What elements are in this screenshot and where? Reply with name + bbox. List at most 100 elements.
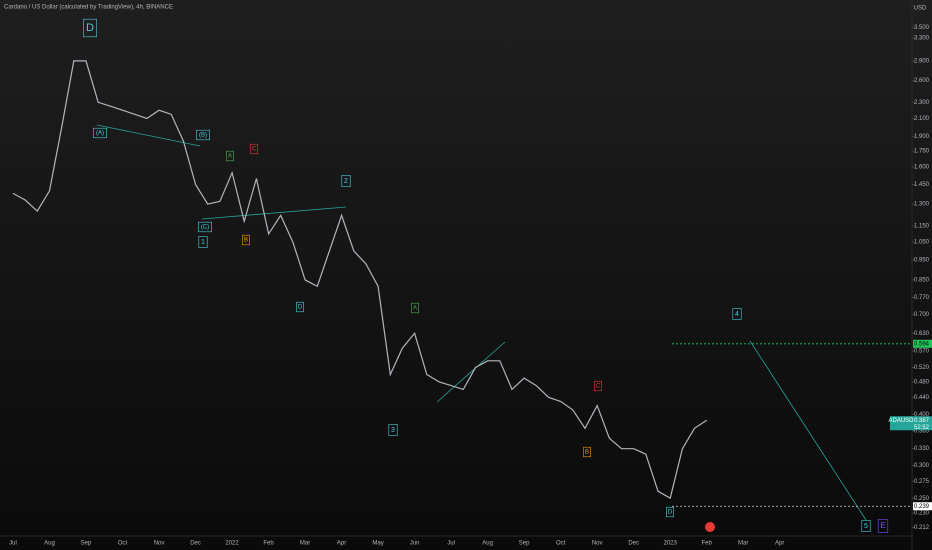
x-tick-label: Jul xyxy=(447,541,455,547)
y-tick-label: 0.570 xyxy=(914,349,930,355)
level-tag xyxy=(913,339,932,348)
y-tick-label: 0.850 xyxy=(914,277,930,283)
x-tick-label: Nov xyxy=(592,541,603,547)
wave-label-box xyxy=(93,127,107,139)
x-tick-label: 2023 xyxy=(664,541,678,547)
y-tick-label: 0.250 xyxy=(914,496,930,502)
y-tick-label: 0.212 xyxy=(914,525,930,531)
y-tick-label: 0.400 xyxy=(914,412,930,418)
wave-label: (B) xyxy=(199,133,207,139)
wave-label: (A) xyxy=(96,131,104,137)
y-tick-label: 2.100 xyxy=(914,116,930,122)
wave-label: D xyxy=(298,305,303,311)
chart-title: Cardano / US Dollar (calculated by Tradi… xyxy=(4,5,173,11)
x-tick-label: May xyxy=(372,541,383,547)
wave-label: C xyxy=(252,147,257,153)
y-tick-label: 0.770 xyxy=(914,295,930,301)
wave-label: 4 xyxy=(735,311,739,318)
x-tick-label: Nov xyxy=(154,541,165,547)
symbol-label: ADAUSD xyxy=(888,418,914,424)
wave-label: D xyxy=(86,22,94,34)
x-tick-label: Apr xyxy=(337,541,346,547)
trend-line xyxy=(436,341,506,403)
x-tick-label: Aug xyxy=(482,541,493,547)
level-label: 0.594 xyxy=(914,341,930,347)
wave-label-box xyxy=(296,301,304,313)
wave-label: (C) xyxy=(201,225,209,231)
wave-label-box xyxy=(198,236,208,248)
wave-label: B xyxy=(244,238,248,244)
wave-label-box xyxy=(594,380,602,392)
wave-label-box xyxy=(198,221,212,233)
y-tick-label: 0.480 xyxy=(914,379,930,385)
wave-label: 3 xyxy=(391,427,395,434)
wave-label-box xyxy=(250,143,258,155)
trend-line xyxy=(96,124,201,147)
x-tick-label: Feb xyxy=(702,541,713,547)
y-tick-label: 1.900 xyxy=(914,134,930,140)
price-line xyxy=(12,60,708,500)
wave-label-box xyxy=(226,150,234,162)
y-tick-label: 0.950 xyxy=(914,258,930,264)
y-tick-label: 1.150 xyxy=(914,224,930,230)
wave-label-box xyxy=(83,18,97,38)
level-tag xyxy=(913,502,932,511)
wave-label: D xyxy=(668,510,673,516)
wave-label-box xyxy=(196,129,210,141)
wave-label-box xyxy=(732,308,742,320)
y-tick-label: 1.750 xyxy=(914,149,930,155)
wave-label-box xyxy=(242,234,250,246)
level-label: 0.239 xyxy=(914,504,930,510)
x-tick-label: Dec xyxy=(628,541,639,547)
wave-label-box xyxy=(388,424,398,436)
y-tick-label: 2.300 xyxy=(914,100,930,106)
wave-label: C xyxy=(596,384,601,390)
y-tick-label: 2.900 xyxy=(914,58,930,64)
wave-label-box xyxy=(877,519,889,533)
projection-line xyxy=(749,340,867,521)
y-tick-label: 0.700 xyxy=(914,312,930,318)
y-tick-label: 1.300 xyxy=(914,202,930,208)
x-tick-label: Jul xyxy=(9,541,17,547)
wave-label: E xyxy=(880,521,885,530)
y-tick-label: 0.275 xyxy=(914,479,930,485)
wave-label: B xyxy=(585,450,589,456)
currency-label: USD xyxy=(914,6,927,12)
countdown-label: 52:52 xyxy=(914,425,930,431)
x-tick-label: Dec xyxy=(190,541,201,547)
last-price-tag xyxy=(890,416,932,431)
y-tick-label: 0.300 xyxy=(914,463,930,469)
y-tick-label: 0.365 xyxy=(914,428,930,434)
y-tick-label: 1.450 xyxy=(914,182,930,188)
wave-label-box xyxy=(583,446,591,458)
x-tick-label: 2022 xyxy=(225,541,239,547)
x-tick-label: Oct xyxy=(556,541,566,547)
y-tick-label: 0.630 xyxy=(914,331,930,337)
x-tick-label: Oct xyxy=(118,541,128,547)
y-tick-label: 0.330 xyxy=(914,446,930,452)
x-tick-label: Mar xyxy=(738,541,748,547)
wave-label: 2 xyxy=(344,178,348,185)
x-tick-label: Feb xyxy=(263,541,274,547)
y-tick-label: 1.600 xyxy=(914,165,930,171)
wave-label: 5 xyxy=(864,523,868,530)
y-tick-label: 3.500 xyxy=(914,25,930,31)
x-tick-label: Jun xyxy=(410,541,420,547)
y-tick-label: 2.600 xyxy=(914,78,930,84)
y-tick-label: 0.520 xyxy=(914,365,930,371)
wave-label: A xyxy=(413,306,417,312)
y-tick-label: 3.300 xyxy=(914,35,930,41)
x-tick-label: Mar xyxy=(300,541,310,547)
x-tick-label: Sep xyxy=(519,541,530,547)
trend-line xyxy=(201,206,347,220)
y-tick-label: 0.230 xyxy=(914,511,930,517)
wave-label: 1 xyxy=(201,239,205,246)
event-icon[interactable] xyxy=(705,522,715,532)
wave-label-box xyxy=(341,175,351,187)
x-tick-label: Apr xyxy=(775,541,784,547)
x-tick-label: Aug xyxy=(44,541,55,547)
x-tick-label: Sep xyxy=(81,541,92,547)
